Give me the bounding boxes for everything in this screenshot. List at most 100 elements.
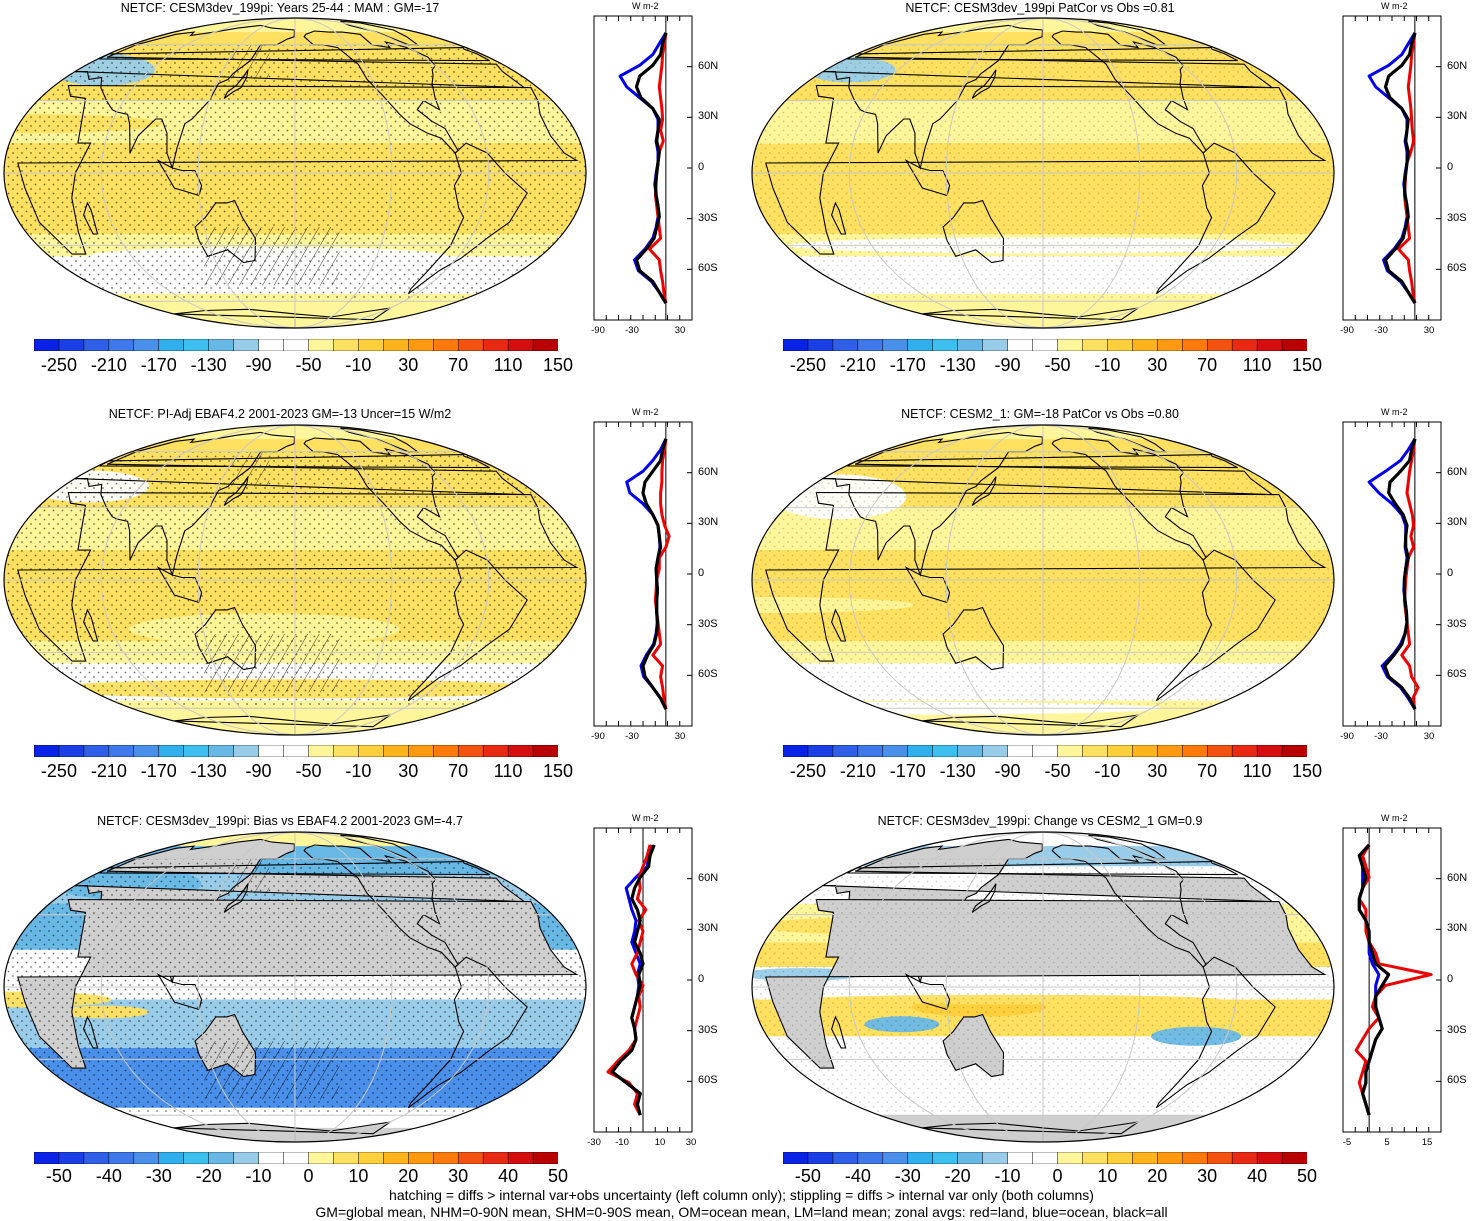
colorbar-tick-label: 110 xyxy=(1242,355,1272,375)
colorbar-swatch xyxy=(1231,745,1258,757)
colorbar xyxy=(34,745,558,757)
colorbar-swatch xyxy=(283,339,310,351)
colorbar-tick-label: -250 xyxy=(789,761,826,781)
colorbar xyxy=(783,1152,1307,1164)
zonal-lat-label: 0 xyxy=(698,161,705,173)
colorbar-swatch xyxy=(432,745,459,757)
zonal-lat-label: 60N xyxy=(698,59,719,72)
colorbar-swatch xyxy=(832,745,859,757)
colorbar-swatch xyxy=(957,745,984,757)
colorbar-swatch xyxy=(783,745,809,757)
colorbar-swatch xyxy=(932,1152,959,1164)
colorbar-tick-label: -210 xyxy=(90,761,127,781)
zonal-lat-label: 60S xyxy=(698,668,718,681)
colorbar-tick-label: -40 xyxy=(844,1166,871,1186)
colorbar-swatch xyxy=(982,1152,1009,1164)
panel-title: NETCF: CESM2_1: GM=-18 PatCor vs Obs =0.… xyxy=(901,407,1179,421)
graticule-meridian xyxy=(945,425,1044,735)
zonal-lat-label: 30S xyxy=(698,617,718,630)
map-field xyxy=(752,18,1334,328)
zonal-lat-label: 30N xyxy=(698,516,719,529)
colorbar-swatch xyxy=(457,339,484,351)
colorbar-swatch xyxy=(83,1152,110,1164)
colorbar-tick-label: 50 xyxy=(1296,1166,1318,1186)
zonal-lat-label: 30S xyxy=(698,211,718,224)
colorbar-swatch xyxy=(1057,745,1084,757)
colorbar-tick-label: 50 xyxy=(547,1166,569,1186)
graticule-meridian xyxy=(1042,832,1238,1142)
zonal-x-label: -90 xyxy=(1340,731,1354,742)
colorbar-swatch xyxy=(982,339,1009,351)
zonal-lat-label: 30S xyxy=(1447,617,1467,630)
colorbar-swatch xyxy=(408,1152,434,1164)
colorbar-swatch xyxy=(882,339,909,351)
footer-hatching-note: hatching = diffs > internal var+obs unce… xyxy=(389,1187,1094,1203)
coastline-greenland xyxy=(340,427,420,453)
robinson-map xyxy=(751,424,1335,736)
map-border xyxy=(751,17,1335,329)
colorbar-swatch xyxy=(308,339,335,351)
colorbar-swatch xyxy=(532,339,558,351)
graticule-meridian xyxy=(100,832,296,1142)
zonal-x-label: -90 xyxy=(591,731,605,742)
footer-legend-note: GM=global mean, NHM=0-90N mean, SHM=0-90… xyxy=(315,1204,1168,1220)
colorbar-tick-label: 150 xyxy=(542,355,574,375)
hatching xyxy=(231,44,270,80)
colorbar-swatch xyxy=(333,1152,360,1164)
colorbar-swatch xyxy=(1082,1152,1109,1164)
zonal-x-label: -90 xyxy=(1340,325,1354,336)
graticule-meridian xyxy=(848,832,1044,1142)
colorbar-swatch xyxy=(383,745,409,757)
zonal-line-all xyxy=(1357,843,1391,1116)
colorbar-tick-label: -50 xyxy=(1044,355,1071,375)
colorbar-swatch xyxy=(408,745,434,757)
colorbar-swatch xyxy=(457,1152,484,1164)
graticule-meridian xyxy=(197,425,296,735)
colorbar-swatch xyxy=(34,1152,60,1164)
zonal-lat-label: 30S xyxy=(698,1023,718,1036)
zonal-unit-label: W m-2 xyxy=(1381,407,1408,417)
colorbar-swatch xyxy=(1032,745,1059,757)
graticule-meridian xyxy=(1042,425,1141,735)
colorbar-tick-label: 30 xyxy=(448,1166,469,1186)
colorbar-tick-label: 40 xyxy=(498,1166,519,1186)
colorbar-tick-label: -30 xyxy=(894,1166,921,1186)
colorbar-swatch xyxy=(233,339,260,351)
zonal-x-label: -10 xyxy=(615,1137,629,1148)
colorbar-tick-label: -130 xyxy=(190,355,227,375)
colorbar-tick-label: -210 xyxy=(839,761,876,781)
colorbar-swatch xyxy=(1082,745,1109,757)
colorbar-swatch xyxy=(482,745,509,757)
colorbar-tick-label: -10 xyxy=(994,1166,1021,1186)
colorbar-swatch xyxy=(832,1152,859,1164)
colorbar xyxy=(783,745,1307,757)
colorbar-swatch xyxy=(783,339,809,351)
zonal-lat-label: 60N xyxy=(1447,871,1468,884)
graticule-meridian xyxy=(294,18,393,328)
colorbar-swatch xyxy=(507,745,534,757)
colorbar-swatch xyxy=(932,745,959,757)
colorbar xyxy=(34,1152,558,1164)
zonal-lat-label: 60N xyxy=(698,465,719,478)
map-field xyxy=(4,832,586,1142)
colorbar-tick-label: 40 xyxy=(1247,1166,1268,1186)
robinson-map xyxy=(3,424,587,736)
colorbar-swatch xyxy=(1256,745,1283,757)
colorbar xyxy=(34,339,558,351)
graticule-meridian xyxy=(197,832,296,1142)
colorbar-swatch xyxy=(1007,1152,1034,1164)
colorbar-swatch xyxy=(1181,1152,1208,1164)
zonal-x-label: 30 xyxy=(1423,731,1435,742)
colorbar-tick-label: -10 xyxy=(345,355,372,375)
colorbar-tick-label: -170 xyxy=(140,355,177,375)
colorbar-swatch xyxy=(882,745,909,757)
colorbar-tick-label: -170 xyxy=(140,761,177,781)
colorbar-tick-label: -130 xyxy=(939,355,976,375)
map-border xyxy=(3,831,587,1143)
colorbar-swatch xyxy=(108,339,135,351)
graticule-meridian xyxy=(294,832,393,1142)
graticule-meridian xyxy=(1042,832,1141,1142)
zonal-line-all xyxy=(610,844,656,1116)
colorbar-tick-label: 30 xyxy=(1147,355,1168,375)
colorbar-swatch xyxy=(333,745,360,757)
